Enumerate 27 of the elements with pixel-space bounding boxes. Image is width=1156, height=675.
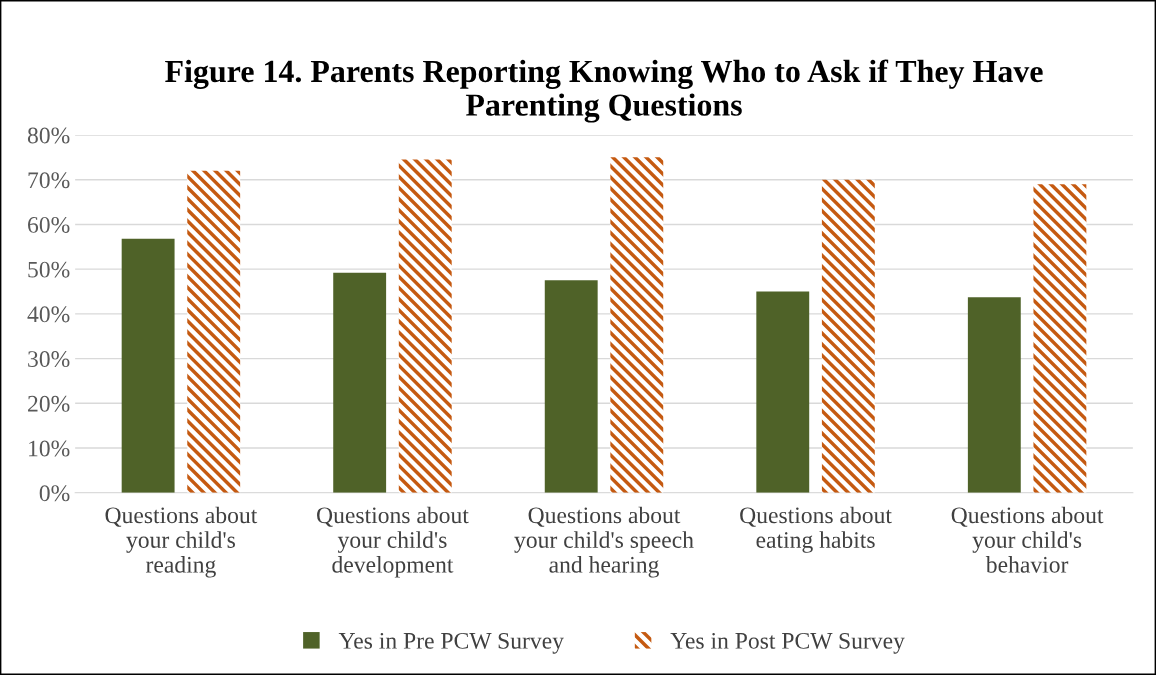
bar (544, 280, 598, 493)
bar (121, 238, 175, 493)
bar (187, 170, 241, 493)
bar (398, 159, 452, 493)
chart-title: Figure 14. Parents Reporting Knowing Who to Ask if They Have Parenting Questions (165, 59, 1043, 123)
y-tick-label: 50% (28, 261, 70, 278)
y-tick-label: 10% (29, 440, 70, 457)
x-tick-label: Questions about eating habits (740, 506, 892, 553)
y-tick-label: 80% (27, 127, 70, 144)
y-tick-label: 70% (28, 172, 70, 189)
y-tick-label: 60% (28, 216, 70, 233)
x-tick-label: Questions about your child's development (317, 506, 469, 578)
y-tick-label: 30% (28, 351, 70, 368)
x-tick-label: Questions about your child's speech and hearing (514, 506, 694, 578)
x-tick-label: Questions about your child's behavior (951, 506, 1104, 573)
bar (756, 291, 810, 493)
y-tick-label: 0% (39, 485, 70, 502)
x-tick-label: Questions about your child's reading (105, 506, 258, 578)
bar (333, 272, 387, 493)
bar (1033, 184, 1087, 493)
bar (821, 179, 875, 493)
legend-label: Yes in Post PCW Survey (670, 632, 905, 654)
y-tick-label: 20% (28, 395, 70, 412)
bar (610, 157, 664, 493)
legend-label: Yes in Pre PCW Survey (338, 632, 564, 654)
y-tick-label: 40% (27, 306, 70, 323)
bar (967, 297, 1021, 493)
